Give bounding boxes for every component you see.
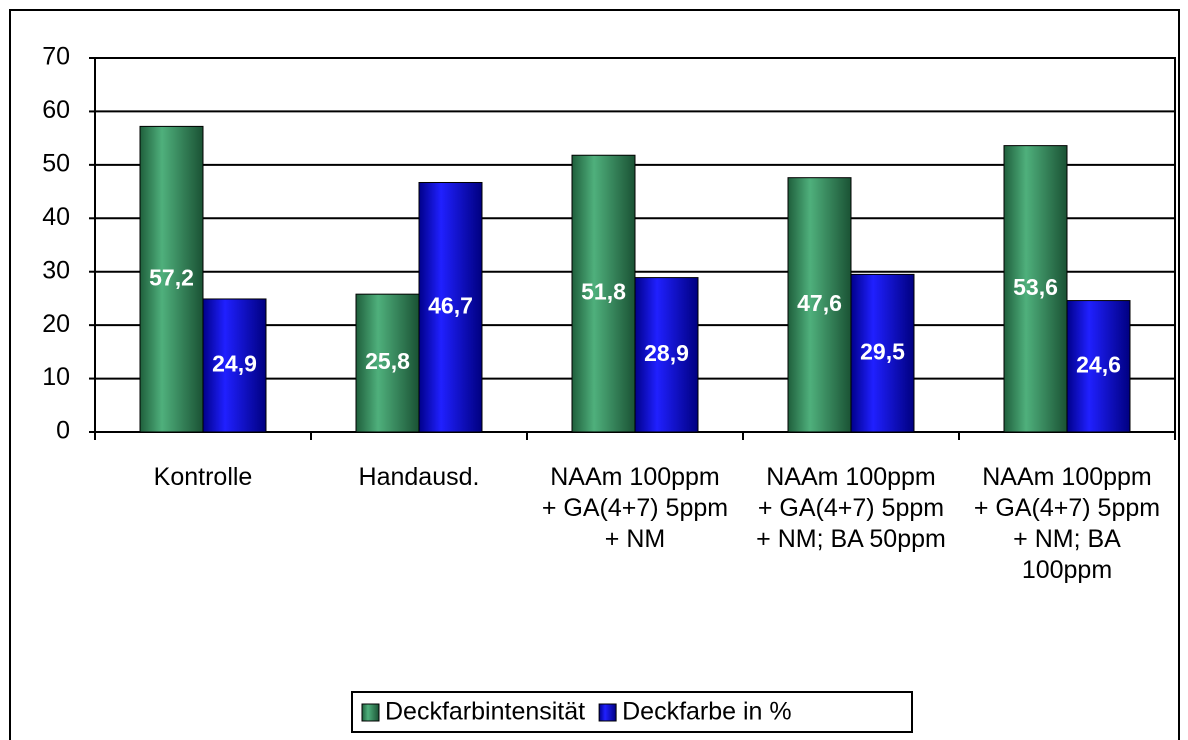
data-label: 53,6 <box>1013 274 1058 300</box>
y-tick-label: 10 <box>42 363 70 391</box>
bar <box>418 181 483 433</box>
data-label: 24,9 <box>212 351 257 377</box>
bar <box>787 177 852 433</box>
data-label: 29,5 <box>860 338 905 364</box>
x-tick-label-box: Kontrolle <box>153 463 253 491</box>
data-label: 25,8 <box>365 348 410 374</box>
y-tick-label: 60 <box>42 96 70 124</box>
x-tick-label: Kontrolle <box>153 463 253 491</box>
bar <box>634 277 699 433</box>
data-label: 47,6 <box>797 290 842 316</box>
bar <box>1066 300 1131 433</box>
data-label: 24,6 <box>1076 351 1121 377</box>
x-tick-label: NAAm 100ppm + GA(4+7) 5ppm + NM; BA 100p… <box>973 463 1161 584</box>
x-tick-label: Handausd. <box>358 463 480 491</box>
legend-box <box>351 691 913 733</box>
y-tick-label: 40 <box>42 203 70 231</box>
y-tick-label: 20 <box>42 310 70 338</box>
y-tick-label: 70 <box>42 43 70 71</box>
x-tick-label-box: NAAm 100ppm + GA(4+7) 5ppm + NM; BA 100p… <box>973 463 1161 584</box>
data-label: 28,9 <box>644 340 689 366</box>
data-label: 46,7 <box>428 292 473 318</box>
legend-label: Deckfarbe in % <box>622 698 792 726</box>
y-tick-label: 50 <box>42 149 70 177</box>
bar <box>571 154 636 433</box>
x-tick-label-box: NAAm 100ppm + GA(4+7) 5ppm + NM; BA 50pp… <box>756 463 946 553</box>
bar <box>139 125 204 433</box>
bar <box>850 273 915 433</box>
chart-frame <box>9 9 1180 740</box>
bar <box>202 298 267 433</box>
legend-label: Deckfarbintensität <box>385 698 585 726</box>
x-tick-label: NAAm 100ppm + GA(4+7) 5ppm + NM; BA 50pp… <box>756 463 946 553</box>
legend-swatch <box>598 703 617 722</box>
x-tick-label-box: NAAm 100ppm + GA(4+7) 5ppm + NM <box>541 463 729 553</box>
data-label: 57,2 <box>149 264 194 290</box>
x-tick-label: NAAm 100ppm + GA(4+7) 5ppm + NM <box>541 463 729 553</box>
legend-swatch <box>361 703 380 722</box>
x-tick-label-box: Handausd. <box>358 463 480 491</box>
y-tick-label: 0 <box>56 417 70 445</box>
data-label: 51,8 <box>581 279 626 305</box>
y-tick-label: 30 <box>42 256 70 284</box>
bar <box>1003 145 1068 433</box>
